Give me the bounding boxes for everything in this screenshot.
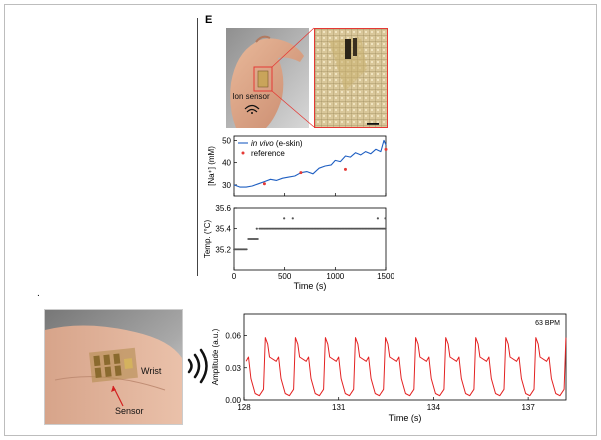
reference-point [299,171,303,175]
bpm-annotation: 63 BPM [535,320,560,327]
ion-sensor-caption: Ion sensor [232,92,270,101]
y-tick-label: 30 [222,181,231,190]
temperature-point [255,227,258,230]
temperature-point [257,238,259,240]
x-tick-label: 134 [427,403,441,412]
figure-frame [4,4,597,436]
reference-point [384,147,388,151]
hand-photo: Ion sensor [226,28,309,128]
y-tick-label: 40 [222,159,231,168]
pulse-chart: 0.00 0.03 0.06 128 131 134 137 Time (s) Amplitud… [211,313,567,423]
wireless-icon [244,104,260,114]
y-tick-label: 35.4 [215,225,231,234]
y-tick-label: 0.06 [225,332,241,341]
legend-label-reference: reference [251,149,285,158]
temperature-point [376,217,379,220]
sodium-chart: 30 40 50 [Na⁺] (mM) in vivo (e-skin)referenc… [207,135,388,197]
x-tick-label: 1500 [377,272,394,281]
wrist-label: Wrist [141,366,162,376]
temperature-point [384,227,387,230]
y-tick-label: 35.2 [215,245,231,254]
reference-point [262,182,266,186]
y-axis-label: [Na⁺] (mM) [207,146,216,186]
temperature-point [245,248,248,251]
y-tick-label: 35.6 [215,204,231,213]
x-tick-label: 131 [332,403,346,412]
plot-frame [243,313,567,401]
y-tick-label: 0.00 [225,396,241,405]
x-tick-label: 137 [521,403,535,412]
plot-frame [233,135,387,197]
pulse-waveform [245,337,567,397]
reference-point [343,167,347,171]
x-tick-label: 128 [237,403,251,412]
legend-label-e-skin: in vivo (e-skin) [251,139,303,148]
bullet-dot: . [37,288,40,299]
temperature-point [291,217,294,220]
wireless-signal-icon [187,348,208,384]
panel-label-e: E [205,14,213,26]
temperature-chart: 35.2 35.4 35.6 0 500 1000 1500 Time (s) Temp. (°… [203,204,394,291]
panel-divider [197,18,198,276]
x-axis-label: Time (s) [389,413,422,423]
x-tick-label: 0 [232,272,237,281]
plot-frame [233,207,387,271]
x-tick-label: 500 [278,272,292,281]
legend-dot-swatch [241,151,245,155]
x-tick-label: 1000 [326,272,344,281]
sensor-zoom-photo [314,28,388,128]
y-tick-label: 50 [222,136,231,145]
y-axis-label: Temp. (°C) [203,220,212,259]
zoom-connector [271,27,315,128]
sensor-label: Sensor [115,406,144,416]
y-axis-label: Amplitude (a.u.) [211,328,220,385]
series-line-e-skin [233,139,387,188]
y-tick-label: 0.03 [225,364,241,373]
temperature-point [283,217,286,220]
x-axis-label: Time (s) [294,281,327,291]
temperature-point [384,217,387,220]
wrist-photo: Wrist Sensor [44,309,183,425]
